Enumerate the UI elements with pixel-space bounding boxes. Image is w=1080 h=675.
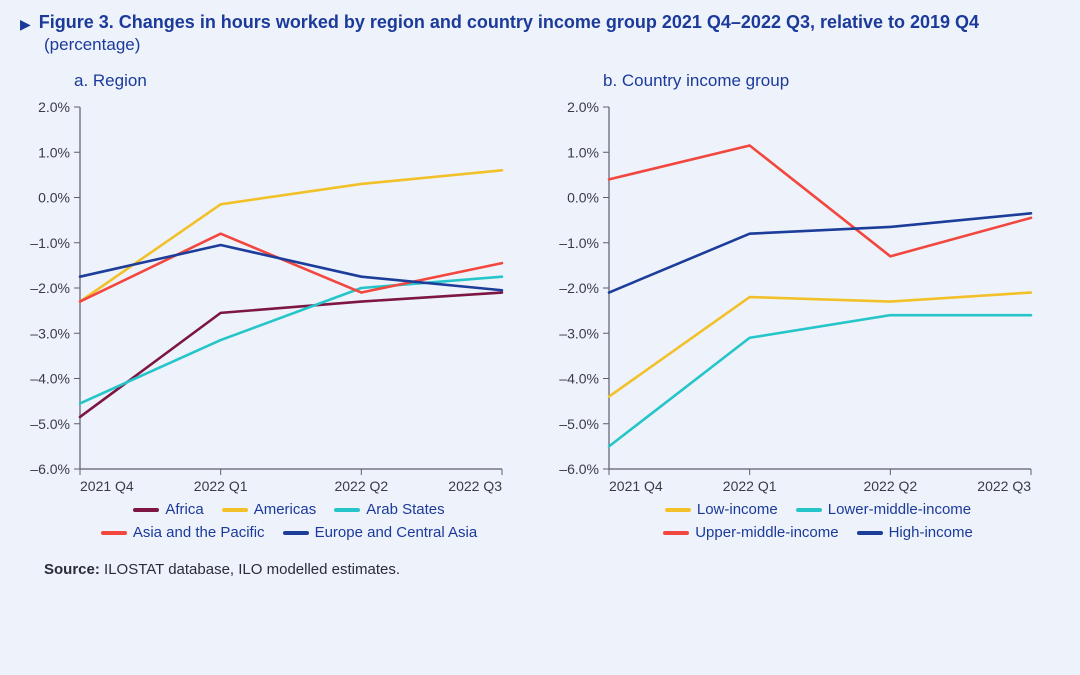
legend-label: High-income [889,524,973,541]
legend-swatch [857,531,883,535]
legend-income: Low-income Lower-middle-income Upper-middl… [603,501,1033,541]
legend-label: Europe and Central Asia [315,524,478,541]
svg-text:2022 Q3: 2022 Q3 [448,478,502,494]
figure-subtitle: (percentage) [44,35,1060,55]
svg-text:2021 Q4: 2021 Q4 [80,478,134,494]
svg-text:2022 Q2: 2022 Q2 [863,478,917,494]
svg-text:0.0%: 0.0% [567,190,599,206]
figure-triangle-icon: ▶ [20,16,31,33]
svg-text:0.0%: 0.0% [38,190,70,206]
legend-swatch [796,508,822,512]
svg-text:–4.0%: –4.0% [30,371,70,387]
svg-text:2021 Q4: 2021 Q4 [609,478,663,494]
legend-label: Asia and the Pacific [133,524,265,541]
source-text: ILOSTAT database, ILO modelled estimates… [100,561,400,578]
legend-item: Europe and Central Asia [283,524,478,541]
svg-text:2022 Q1: 2022 Q1 [194,478,248,494]
legend-item: High-income [857,524,973,541]
legend-item: Africa [133,501,203,518]
svg-text:–1.0%: –1.0% [30,235,70,251]
svg-text:2.0%: 2.0% [567,99,599,115]
svg-text:–6.0%: –6.0% [559,461,599,477]
svg-text:–1.0%: –1.0% [559,235,599,251]
svg-text:–5.0%: –5.0% [559,416,599,432]
legend-item: Lower-middle-income [796,501,971,518]
svg-text:1.0%: 1.0% [567,144,599,160]
figure-header: ▶ Figure 3. Changes in hours worked by r… [20,12,1060,33]
svg-text:1.0%: 1.0% [38,144,70,160]
panel-region-title: a. Region [74,71,531,91]
legend-swatch [283,531,309,535]
legend-swatch [222,508,248,512]
legend-label: Upper-middle-income [695,524,838,541]
panel-region: a. Region –6.0% –5.0% –4.0% –3.0% –2.0% –1.0%… [20,71,531,541]
source-label: Source: [44,561,100,578]
legend-item: Asia and the Pacific [101,524,265,541]
svg-text:–6.0%: –6.0% [30,461,70,477]
svg-text:2022 Q3: 2022 Q3 [977,478,1031,494]
legend-item: Arab States [334,501,444,518]
panel-income: b. Country income group –6.0%–5.0%–4.0%–… [549,71,1060,541]
legend-label: Lower-middle-income [828,501,971,518]
legend-region: Africa Americas Arab States Asia and the Pa… [74,501,504,541]
svg-text:–2.0%: –2.0% [30,280,70,296]
legend-item: Upper-middle-income [663,524,838,541]
svg-text:–5.0%: –5.0% [30,416,70,432]
legend-swatch [133,508,159,512]
legend-item: Americas [222,501,317,518]
legend-label: Arab States [366,501,444,518]
legend-swatch [665,508,691,512]
legend-swatch [101,531,127,535]
plot-region: –6.0% –5.0% –4.0% –3.0% –2.0% –1.0% 0.0% 1.0% 2.… [20,97,510,497]
legend-swatch [663,531,689,535]
svg-text:–4.0%: –4.0% [559,371,599,387]
svg-text:2022 Q1: 2022 Q1 [723,478,777,494]
source-line: Source: ILOSTAT database, ILO modelled e… [44,561,1060,578]
figure-title: Figure 3. Changes in hours worked by reg… [39,12,979,33]
legend-label: Africa [165,501,203,518]
svg-text:–3.0%: –3.0% [30,325,70,341]
charts-row: a. Region –6.0% –5.0% –4.0% –3.0% –2.0% –1.0%… [20,71,1060,541]
legend-item: Low-income [665,501,778,518]
svg-text:2.0%: 2.0% [38,99,70,115]
panel-income-title: b. Country income group [603,71,1060,91]
plot-income: –6.0% –5.0% –4.0% –3.0% –2.0% –1.0% 0.0% 1.0% 2.… [549,97,1039,497]
legend-label: Americas [254,501,317,518]
svg-text:–3.0%: –3.0% [559,325,599,341]
svg-text:–2.0%: –2.0% [559,280,599,296]
svg-text:2022 Q2: 2022 Q2 [334,478,388,494]
legend-label: Low-income [697,501,778,518]
legend-swatch [334,508,360,512]
